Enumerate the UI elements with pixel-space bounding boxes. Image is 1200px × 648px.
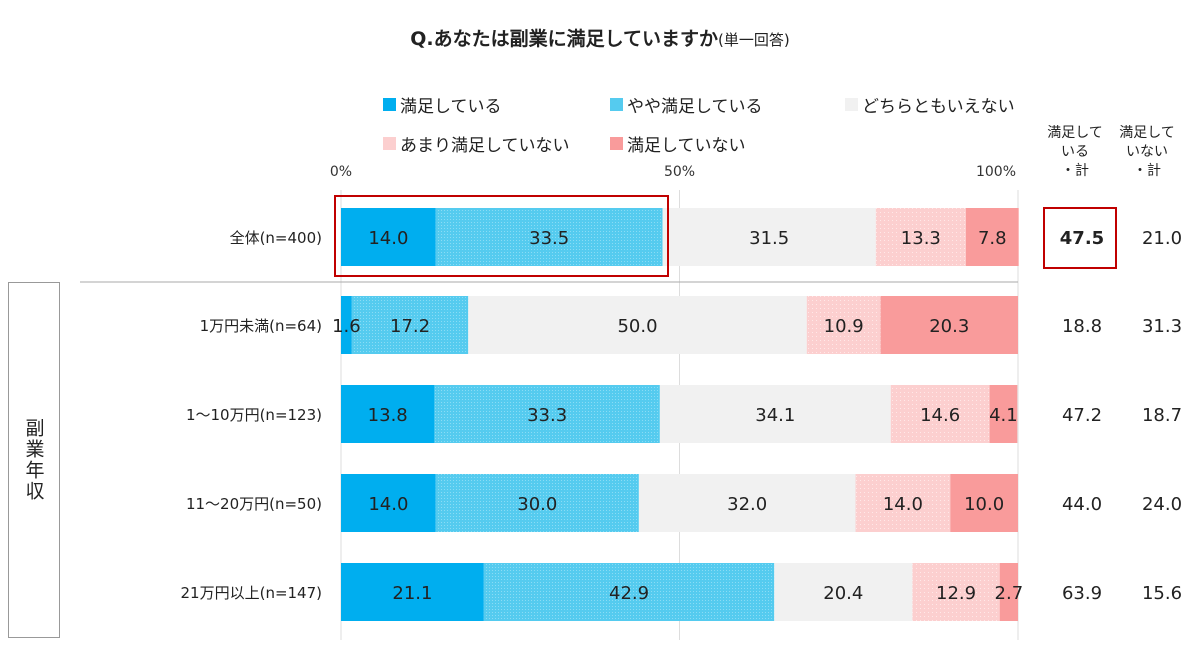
- data-label: 1.6: [332, 316, 361, 337]
- bar-segment: [434, 385, 660, 443]
- category-label: 21万円以上(n=147): [181, 584, 323, 602]
- data-label: 33.5: [529, 228, 569, 249]
- bar-segment: [890, 385, 990, 443]
- chart-title: Q.あなたは副業に満足していますか(単一回答): [0, 24, 1200, 51]
- data-label: 13.8: [368, 405, 408, 426]
- legend-swatch: [383, 98, 396, 111]
- bar-segment: [965, 208, 1019, 266]
- legend-swatch: [610, 98, 623, 111]
- bar-segment: [662, 208, 876, 266]
- group-label: 副業年収: [22, 418, 45, 502]
- summary-satisfied-value: 44.0: [1062, 494, 1102, 515]
- bar-segment: [341, 296, 352, 354]
- data-label: 20.3: [929, 316, 969, 337]
- summary-unsatisfied-value: 15.6: [1142, 583, 1182, 604]
- category-label: 全体(n=400): [230, 229, 322, 247]
- legend-item-2: どちらともいえない: [845, 92, 1015, 117]
- data-label: 17.2: [390, 316, 430, 337]
- legend-label: 満足していない: [627, 136, 746, 156]
- bar-segment: [989, 385, 1018, 443]
- bar-segment: [880, 296, 1018, 354]
- bar-segment: [341, 474, 436, 532]
- category-label: 11～20万円(n=50): [186, 495, 322, 513]
- highlight-box-bar: [334, 195, 669, 277]
- bar-segment: [638, 474, 856, 532]
- data-label: 14.0: [368, 228, 408, 249]
- summary-unsatisfied-value: 18.7: [1142, 405, 1182, 426]
- summary-satisfied-value: 47.2: [1062, 405, 1102, 426]
- highlight-box-summary: [1043, 207, 1117, 269]
- legend-item-3: あまり満足していない: [383, 131, 570, 156]
- summary-unsatisfied-value: 31.3: [1142, 316, 1182, 337]
- data-label: 13.3: [901, 228, 941, 249]
- category-label: 1万円未満(n=64): [200, 317, 322, 335]
- data-label: 10.9: [824, 316, 864, 337]
- data-label: 14.0: [883, 494, 923, 515]
- bar-segment: [341, 208, 436, 266]
- bar-segment: [435, 474, 639, 532]
- legend-label: あまり満足していない: [400, 136, 570, 156]
- bar-segment: [341, 385, 435, 443]
- data-label: 30.0: [517, 494, 557, 515]
- summary-unsatisfied-value: 21.0: [1142, 228, 1182, 249]
- legend-item-4: 満足していない: [610, 131, 746, 156]
- summary-unsatisfied-value: 24.0: [1142, 494, 1182, 515]
- bar-segment: [950, 474, 1018, 532]
- data-label: 34.1: [755, 405, 795, 426]
- bar-segment: [855, 474, 951, 532]
- bar-segment: [659, 385, 891, 443]
- summary-header-unsatisfied: 満足して いない ・計: [1119, 125, 1175, 179]
- bar-segment: [912, 563, 1000, 621]
- legend-swatch: [383, 137, 396, 150]
- group-label-box: 副業年収: [8, 282, 60, 638]
- data-label: 4.1: [989, 405, 1018, 426]
- summary-satisfied-value: 47.5: [1060, 228, 1104, 249]
- legend-swatch: [610, 137, 623, 150]
- legend-label: どちらともいえない: [862, 97, 1015, 117]
- data-label: 2.7: [995, 583, 1024, 604]
- bar-segment: [999, 563, 1018, 621]
- subtitle: (単一回答): [718, 31, 790, 49]
- legend-item-0: 満足している: [383, 92, 502, 117]
- data-label: 20.4: [823, 583, 863, 604]
- data-label: 10.0: [964, 494, 1004, 515]
- legend-label: 満足している: [400, 97, 502, 117]
- x-tick-label: 0%: [330, 164, 352, 180]
- data-label: 50.0: [617, 316, 657, 337]
- data-label: 33.3: [527, 405, 567, 426]
- category-label: 1～10万円(n=123): [186, 406, 322, 424]
- x-tick-label: 100%: [976, 164, 1016, 180]
- bar-segment: [806, 296, 881, 354]
- data-label: 12.9: [936, 583, 976, 604]
- bar-segment: [483, 563, 775, 621]
- bar-segment: [468, 296, 807, 354]
- legend-swatch: [845, 98, 858, 111]
- title-text: Q.あなたは副業に満足していますか: [410, 28, 719, 50]
- data-label: 7.8: [978, 228, 1007, 249]
- data-label: 14.0: [368, 494, 408, 515]
- legend-label: やや満足している: [627, 97, 763, 117]
- bar-segment: [351, 296, 469, 354]
- data-label: 21.1: [392, 583, 432, 604]
- bar-segment: [774, 563, 913, 621]
- bar-segment: [875, 208, 966, 266]
- data-label: 32.0: [727, 494, 767, 515]
- summary-header-satisfied: 満足して いる ・計: [1047, 125, 1103, 179]
- data-label: 31.5: [749, 228, 789, 249]
- bar-segment: [435, 208, 663, 266]
- bar-segment: [341, 563, 484, 621]
- summary-satisfied-value: 63.9: [1062, 583, 1102, 604]
- data-label: 42.9: [609, 583, 649, 604]
- legend-item-1: やや満足している: [610, 92, 763, 117]
- x-tick-label: 50%: [664, 164, 695, 180]
- summary-satisfied-value: 18.8: [1062, 316, 1102, 337]
- data-label: 14.6: [920, 405, 960, 426]
